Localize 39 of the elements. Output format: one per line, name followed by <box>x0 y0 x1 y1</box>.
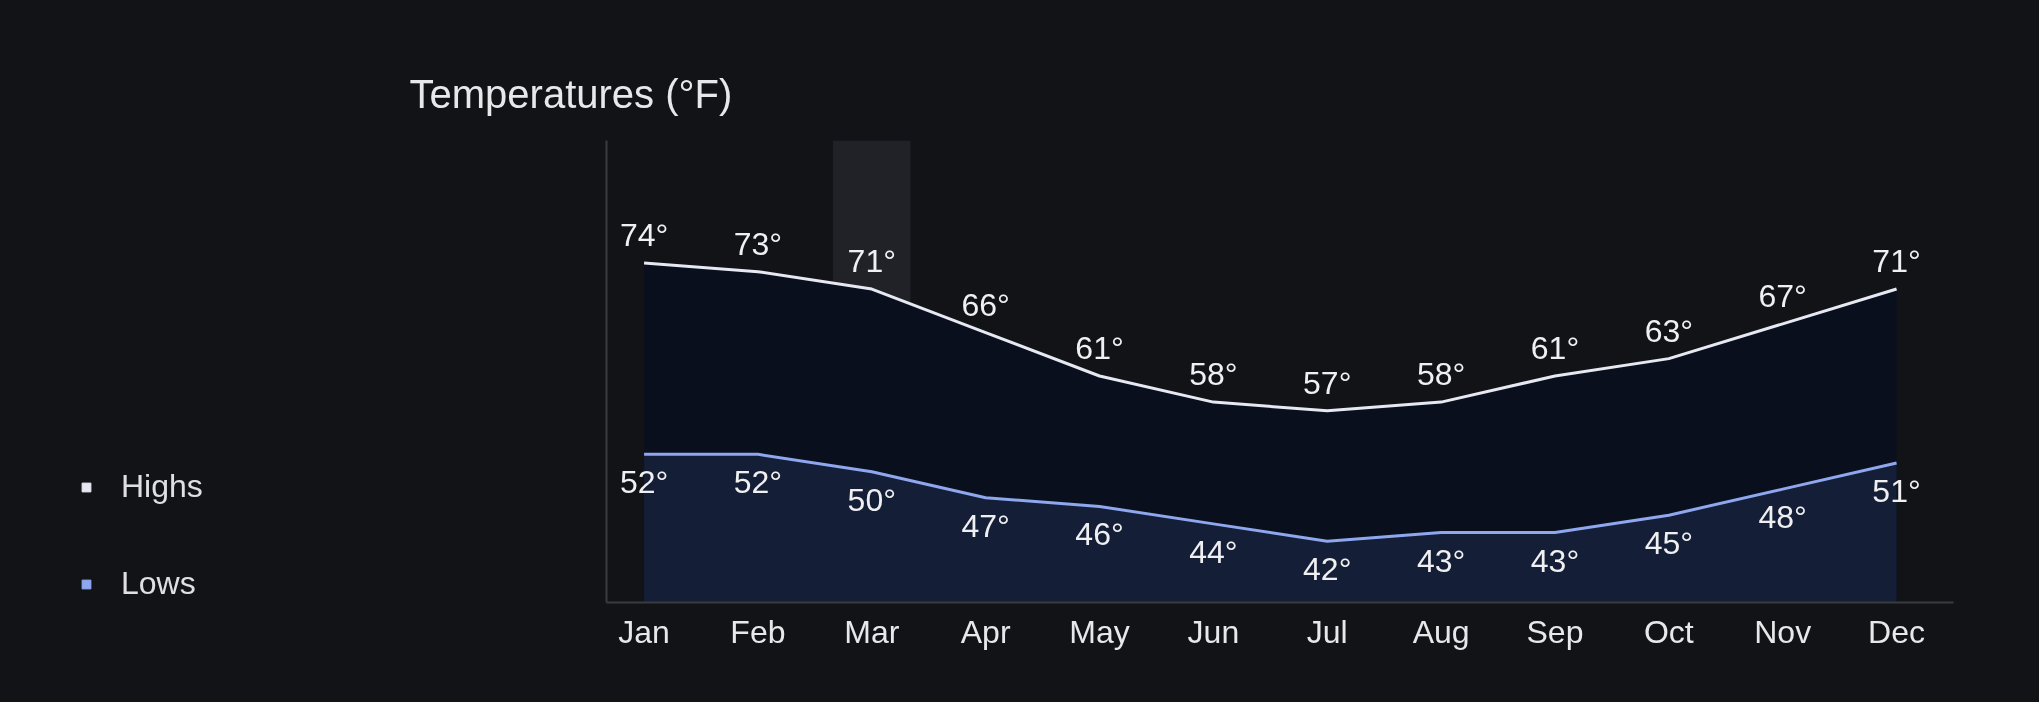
chart-title: Temperatures (°F) <box>409 71 733 116</box>
data-label: 46° <box>1075 516 1124 553</box>
x-tick-label: Dec <box>1868 613 1926 650</box>
x-tick-label: Nov <box>1754 613 1812 650</box>
data-label: 52° <box>733 464 783 501</box>
data-label: 71° <box>847 243 896 280</box>
x-tick-label: Apr <box>960 613 1011 650</box>
x-tick-label: May <box>1069 613 1130 650</box>
data-label: 61° <box>1530 330 1580 367</box>
data-label: 73° <box>733 225 783 262</box>
data-label: 57° <box>1303 364 1352 401</box>
data-label: 61° <box>1075 330 1124 367</box>
data-label: 44° <box>1189 533 1238 570</box>
data-label: 58° <box>1416 356 1466 393</box>
x-tick-label: Sep <box>1526 613 1584 650</box>
legend-label: Lows <box>121 565 196 602</box>
x-tick-label: Mar <box>844 613 900 650</box>
data-label: 74° <box>619 216 669 253</box>
data-label: 67° <box>1758 277 1807 314</box>
data-label: 71° <box>1872 243 1921 280</box>
data-label: 42° <box>1303 551 1352 588</box>
x-tick-label: Aug <box>1412 613 1470 650</box>
data-label: 52° <box>619 464 669 501</box>
x-tick-label: Oct <box>1643 613 1694 650</box>
data-label: 63° <box>1644 312 1694 349</box>
x-tick-label: Jul <box>1306 613 1348 650</box>
data-label: 51° <box>1872 473 1921 509</box>
x-tick-label: Jan <box>618 613 670 650</box>
x-tick-label: Feb <box>730 613 786 650</box>
data-label: 43° <box>1530 542 1580 579</box>
data-label: 48° <box>1758 499 1807 536</box>
legend-label: Highs <box>121 468 203 505</box>
data-label: 66° <box>961 286 1010 323</box>
data-label: 43° <box>1416 542 1466 579</box>
data-label: 50° <box>847 481 896 518</box>
data-label: 58° <box>1189 356 1238 393</box>
data-label: 45° <box>1644 525 1694 562</box>
x-tick-label: Jun <box>1187 613 1240 650</box>
data-label: 47° <box>961 507 1010 544</box>
